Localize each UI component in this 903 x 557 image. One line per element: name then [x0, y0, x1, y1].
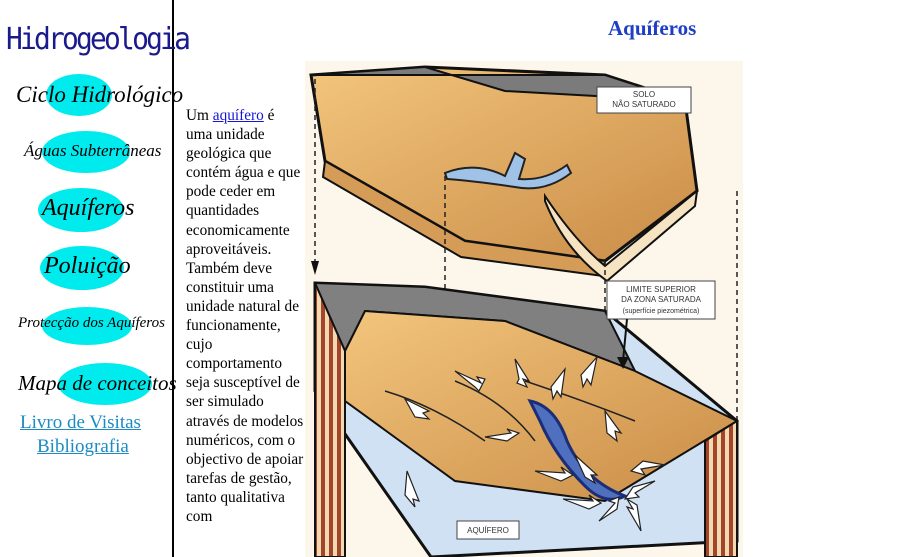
- nav-highlight: [42, 307, 132, 345]
- intro-paragraph: Um aquífero é uma unidade geológica que …: [186, 106, 304, 526]
- nav-label: Mapa de conceitos: [18, 371, 177, 395]
- sidebar: Hidrogeologia Ciclo Hidrológico Águas Su…: [0, 0, 191, 557]
- nav-highlight: [40, 246, 124, 290]
- nav-aquiferos[interactable]: Aquíferos: [38, 188, 135, 232]
- nav-label: Aquíferos: [42, 195, 135, 221]
- nav-highlight: [42, 131, 130, 173]
- aquifero-link[interactable]: aquífero: [212, 107, 264, 124]
- aquifer-diagram: SOLO NÃO SATURADO LIMITE SUPERIOR DA ZON…: [305, 61, 743, 557]
- nav-highlight: [38, 188, 124, 232]
- nav-label: Protecção dos Aquíferos: [18, 315, 165, 331]
- nav-highlight: [46, 74, 112, 116]
- link-livro-visitas[interactable]: Livro de Visitas: [20, 412, 141, 433]
- label-limite-line1: LIMITE SUPERIOR: [626, 285, 696, 294]
- label-solo: SOLO NÃO SATURADO: [596, 86, 692, 114]
- label-solo-line1: SOLO: [633, 90, 655, 99]
- intro-prefix: Um: [186, 107, 213, 124]
- site-title[interactable]: Hidrogeologia: [6, 22, 191, 57]
- nav-mapa-conceitos[interactable]: Mapa de conceitos: [18, 363, 177, 405]
- link-bibliografia[interactable]: Bibliografia: [37, 436, 129, 457]
- saturated-block: [313, 281, 740, 557]
- nav-label: Poluição: [44, 253, 131, 279]
- nav-aguas-subterraneas[interactable]: Águas Subterrâneas: [24, 131, 162, 173]
- nav-highlight: [58, 363, 152, 405]
- label-limite: LIMITE SUPERIOR DA ZONA SATURADA (superf…: [606, 280, 716, 369]
- label-limite-line3: (superfície piezométrica): [623, 308, 700, 315]
- unsaturated-block: [309, 65, 699, 283]
- label-limite-line2: DA ZONA SATURADA: [621, 295, 702, 304]
- nav-poluicao[interactable]: Poluição: [40, 246, 131, 290]
- aquifer-diagram-svg: SOLO NÃO SATURADO LIMITE SUPERIOR DA ZON…: [309, 65, 740, 557]
- nav-label: Ciclo Hidrológico: [16, 82, 184, 107]
- page-title: Aquíferos: [608, 16, 697, 40]
- label-aquifero: AQUÍFERO: [456, 520, 520, 540]
- label-solo-line2: NÃO SATURADO: [612, 100, 675, 109]
- nav-label: Águas Subterrâneas: [24, 141, 162, 160]
- nav-ciclo-hidrologico[interactable]: Ciclo Hidrológico: [16, 74, 184, 116]
- intro-text: é uma unidade geológica que contém água …: [186, 107, 304, 525]
- label-aquifero-text: AQUÍFERO: [467, 526, 509, 535]
- flow-arrows: [403, 354, 666, 532]
- nav-proteccao-aquiferos[interactable]: Protecção dos Aquíferos: [18, 307, 165, 345]
